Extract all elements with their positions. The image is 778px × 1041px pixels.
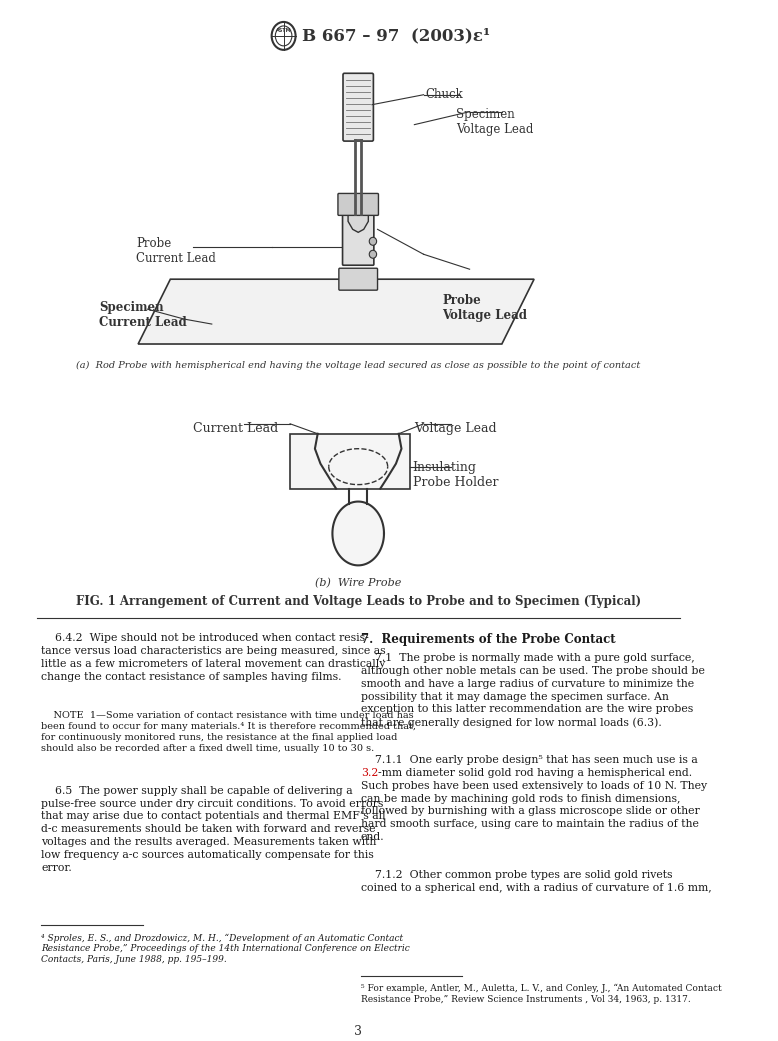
Text: 3: 3 xyxy=(354,1025,363,1038)
Text: Probe
Current Lead: Probe Current Lead xyxy=(136,237,216,265)
Ellipse shape xyxy=(272,22,296,50)
Text: Insulating
Probe Holder: Insulating Probe Holder xyxy=(412,461,498,488)
FancyBboxPatch shape xyxy=(339,269,377,290)
FancyBboxPatch shape xyxy=(343,73,373,142)
Text: Voltage Lead: Voltage Lead xyxy=(415,423,497,435)
Text: 7.1.2  Other common probe types are solid gold rivets
coined to a spherical end,: 7.1.2 Other common probe types are solid… xyxy=(361,870,712,893)
Text: 7.  Requirements of the Probe Contact: 7. Requirements of the Probe Contact xyxy=(361,633,615,646)
Text: 7.1  The probe is normally made with a pure gold surface,
although other noble m: 7.1 The probe is normally made with a pu… xyxy=(361,653,705,728)
Text: (a)  Rod Probe with hemispherical end having the voltage lead secured as close a: (a) Rod Probe with hemispherical end hav… xyxy=(76,361,640,371)
Text: 3.2: 3.2 xyxy=(361,768,378,778)
Polygon shape xyxy=(348,214,368,232)
Text: Current Lead: Current Lead xyxy=(194,423,279,435)
Text: NOTE  1—Some variation of contact resistance with time under load has
been found: NOTE 1—Some variation of contact resista… xyxy=(41,711,416,754)
Text: 7.1.1  One early probe design⁵ that has seen much use is a: 7.1.1 One early probe design⁵ that has s… xyxy=(361,755,698,765)
Text: Such probes have been used extensively to loads of 10 N. They
can be made by mac: Such probes have been used extensively t… xyxy=(361,781,707,842)
Polygon shape xyxy=(138,279,534,344)
Text: 6.4.2  Wipe should not be introduced when contact resis-
tance versus load chara: 6.4.2 Wipe should not be introduced when… xyxy=(41,633,386,682)
Text: 6.5  The power supply shall be capable of delivering a
pulse-free source under d: 6.5 The power supply shall be capable of… xyxy=(41,786,386,872)
Text: (b)  Wire Probe: (b) Wire Probe xyxy=(315,579,401,588)
Circle shape xyxy=(370,250,377,258)
Text: Specimen
Current Lead: Specimen Current Lead xyxy=(100,301,187,329)
FancyBboxPatch shape xyxy=(342,213,374,265)
Ellipse shape xyxy=(275,26,292,46)
Text: FIG. 1 Arrangement of Current and Voltage Leads to Probe and to Specimen (Typica: FIG. 1 Arrangement of Current and Voltag… xyxy=(75,595,641,608)
Polygon shape xyxy=(332,502,384,565)
Text: ⁴ Sproles, E. S., and Drozdowicz, M. H., “Development of an Automatic Contact
Re: ⁴ Sproles, E. S., and Drozdowicz, M. H.,… xyxy=(41,934,410,964)
FancyBboxPatch shape xyxy=(338,194,378,215)
Text: B 667 – 97  (2003)ε¹: B 667 – 97 (2003)ε¹ xyxy=(302,27,490,45)
Text: ASTM: ASTM xyxy=(275,28,292,33)
Bar xyxy=(290,434,410,488)
Text: Chuck: Chuck xyxy=(426,87,463,101)
Circle shape xyxy=(370,237,377,246)
Text: Specimen
Voltage Lead: Specimen Voltage Lead xyxy=(456,107,533,135)
Text: ⁵ For example, Antler, M., Auletta, L. V., and Conley, J., “An Automated Contact: ⁵ For example, Antler, M., Auletta, L. V… xyxy=(361,984,722,1005)
Text: -mm diameter solid gold rod having a hemispherical end.: -mm diameter solid gold rod having a hem… xyxy=(378,768,692,778)
Text: Probe
Voltage Lead: Probe Voltage Lead xyxy=(442,295,527,322)
